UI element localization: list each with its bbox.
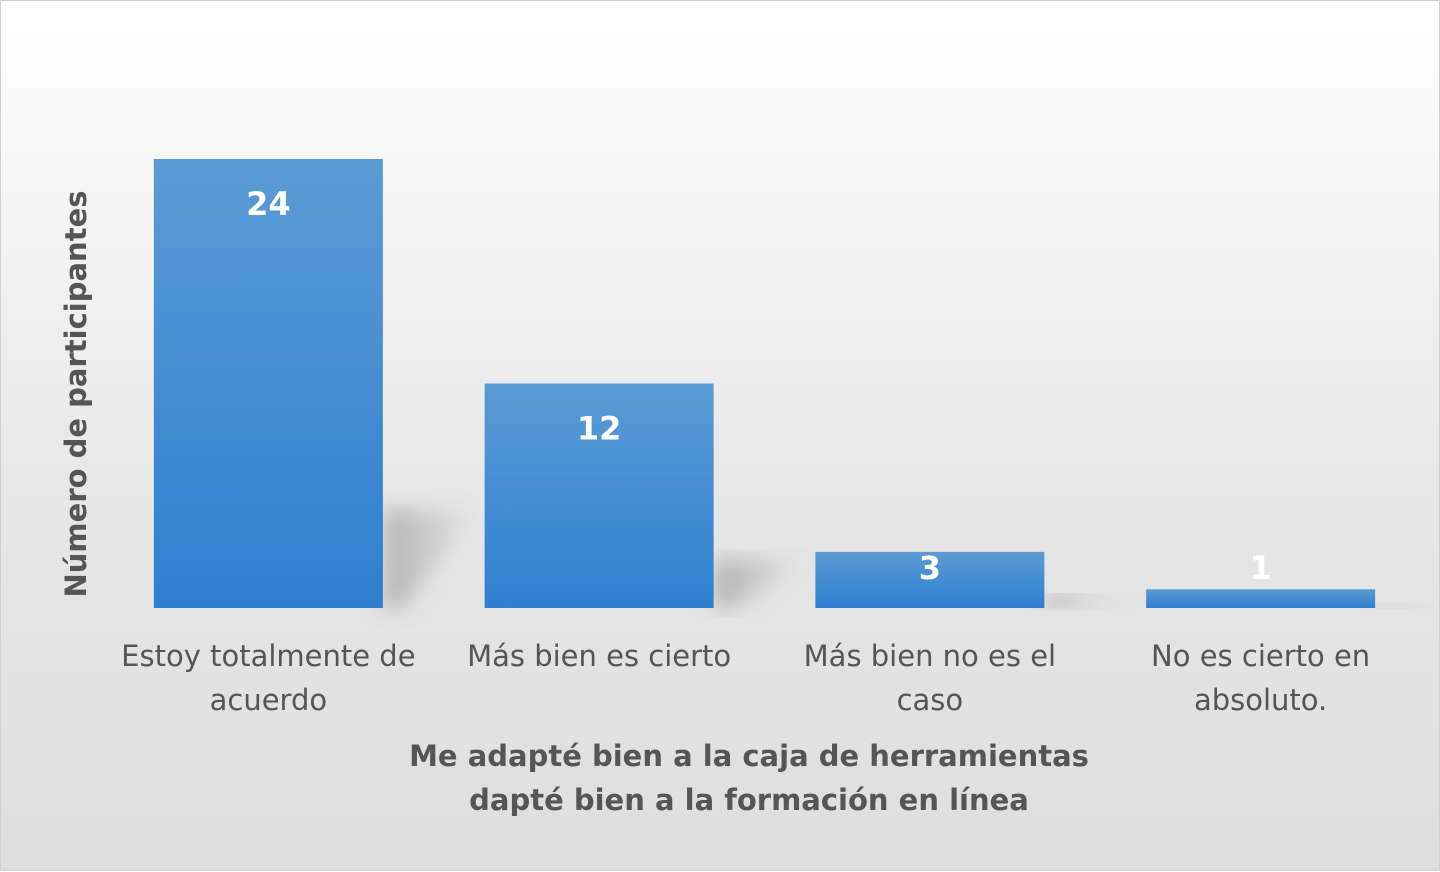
x-tick-label: Estoy totalmente de [121, 639, 415, 673]
x-tick-label: acuerdo [210, 683, 328, 717]
bar [484, 383, 714, 608]
bar [815, 551, 1045, 608]
data-label: 24 [246, 185, 291, 223]
bar [153, 159, 383, 608]
bar [1146, 589, 1376, 608]
bar-shadow [713, 558, 809, 608]
x-axis-title-line-1: Me adapté bien a la caja de herramientas [409, 739, 1089, 773]
x-tick-label: No es cierto en [1151, 639, 1370, 673]
bar-shadow [1044, 595, 1140, 608]
x-tick-label: absoluto. [1194, 683, 1327, 717]
x-tick-label: caso [897, 683, 964, 717]
y-axis-title: Número de participantes [59, 191, 93, 598]
x-axis-title-line-2: dapté bien a la formación en línea [469, 783, 1029, 817]
bar-shadow [1375, 603, 1440, 608]
x-tick-label: Más bien no es el [804, 639, 1056, 673]
data-label: 1 [1249, 549, 1271, 587]
x-tick-label: Más bien es cierto [467, 639, 731, 673]
data-label: 3 [919, 549, 941, 587]
bar-shadow [382, 509, 478, 608]
data-label: 12 [577, 410, 622, 448]
